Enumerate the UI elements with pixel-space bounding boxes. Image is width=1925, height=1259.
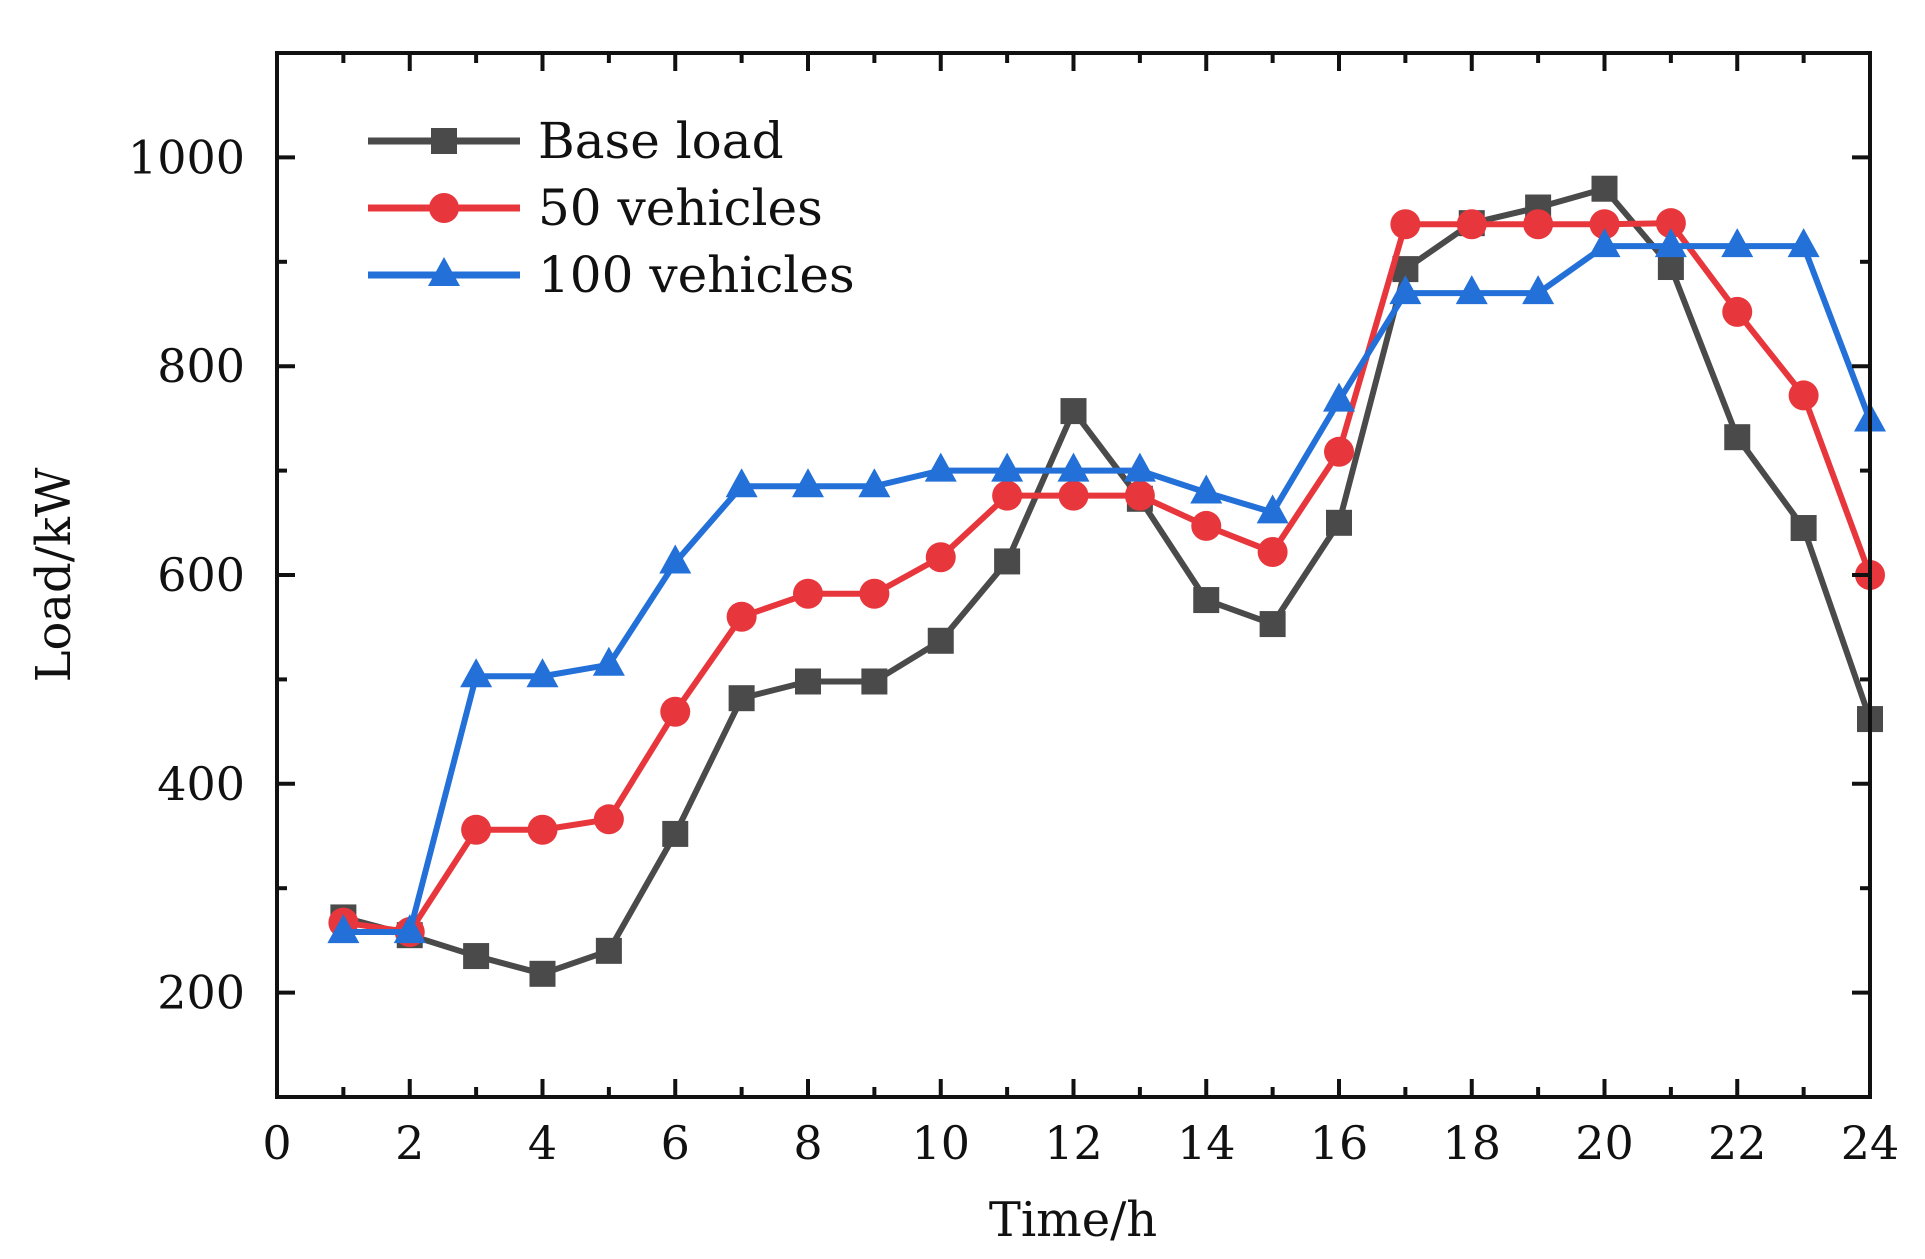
data-point [925, 542, 956, 573]
data-point [1790, 515, 1817, 542]
data-point [1057, 452, 1090, 482]
x-tick-label: 16 [1310, 1116, 1369, 1170]
x-tick-label: 10 [911, 1116, 970, 1170]
data-point [991, 452, 1024, 482]
x-tick-label: 22 [1708, 1116, 1767, 1170]
data-point [460, 658, 493, 688]
data-point [1657, 254, 1684, 281]
data-point [595, 937, 622, 964]
data-point [1190, 474, 1223, 504]
data-point [527, 814, 558, 845]
data-point [1191, 510, 1222, 541]
data-point [593, 804, 624, 835]
legend: Base load 50 vehicles 100 vehicles [368, 112, 855, 304]
data-point [1724, 424, 1751, 451]
data-point [592, 646, 625, 676]
data-point [861, 668, 888, 695]
data-point [858, 468, 891, 498]
data-point [1324, 436, 1354, 467]
series-layer [327, 175, 1886, 987]
data-point [1193, 587, 1220, 614]
x-tick-label: 2 [395, 1116, 424, 1170]
legend-label: 50 vehicles [538, 179, 823, 237]
data-point [1323, 382, 1355, 412]
y-tick-label: 200 [157, 966, 245, 1020]
data-point [1655, 208, 1686, 239]
data-point [1456, 209, 1487, 240]
x-tick-label: 8 [793, 1116, 822, 1170]
data-point [1390, 209, 1421, 240]
data-point [728, 685, 755, 712]
data-point [792, 468, 824, 498]
y-tick-label: 600 [157, 548, 245, 602]
legend-marker [429, 193, 459, 223]
data-point [660, 696, 691, 727]
x-axis-title: Time/h [989, 1192, 1157, 1248]
y-tick-label: 400 [157, 757, 245, 811]
x-tick-label: 20 [1575, 1116, 1634, 1170]
data-point [927, 627, 954, 654]
data-point [461, 814, 492, 845]
legend-item: 50 vehicles [368, 179, 823, 237]
legend-item: 100 vehicles [368, 246, 855, 304]
data-point [1259, 611, 1286, 638]
data-point [1654, 228, 1687, 258]
data-point [1523, 209, 1554, 240]
data-point [994, 548, 1021, 575]
x-tick-label: 0 [262, 1116, 291, 1170]
data-point [1722, 296, 1753, 327]
data-point [924, 452, 957, 482]
legend-label: Base load [538, 112, 784, 170]
data-point [859, 578, 890, 609]
x-tick-label: 18 [1442, 1116, 1501, 1170]
series-2 [327, 228, 1886, 944]
data-point [1721, 228, 1754, 258]
data-point [659, 544, 692, 574]
data-point [726, 601, 757, 632]
data-point [1058, 480, 1089, 511]
data-point [526, 658, 559, 688]
y-axis-title: Load/kW [26, 467, 82, 682]
data-point [1389, 275, 1422, 305]
data-point [1588, 228, 1621, 258]
data-point [1787, 228, 1820, 258]
data-point [1522, 275, 1555, 305]
data-point [1589, 209, 1620, 240]
legend-marker [431, 128, 457, 154]
y-tick-label: 1000 [128, 130, 245, 184]
x-tick-label: 6 [661, 1116, 690, 1170]
series-1 [328, 208, 1885, 948]
data-point [529, 960, 556, 987]
data-point [1788, 380, 1819, 411]
legend-marker [428, 257, 460, 287]
data-point [1326, 509, 1352, 536]
data-point [1123, 452, 1156, 482]
x-tick-label: 14 [1177, 1116, 1236, 1170]
data-point [393, 914, 426, 944]
data-point [1256, 494, 1289, 524]
data-point [1257, 537, 1288, 568]
x-tick-label: 24 [1841, 1116, 1900, 1170]
data-point [1060, 398, 1087, 425]
data-point [793, 578, 823, 609]
legend-item: Base load [368, 112, 784, 170]
data-point [1591, 175, 1618, 202]
x-tick-label: 12 [1044, 1116, 1103, 1170]
x-tick-label: 4 [528, 1116, 557, 1170]
legend-label: 100 vehicles [538, 246, 855, 304]
series-line [343, 243, 1873, 936]
data-point [1455, 275, 1488, 305]
data-point [463, 943, 490, 970]
data-point [795, 668, 821, 695]
data-point [992, 480, 1023, 511]
data-point [327, 914, 360, 944]
data-point [1124, 480, 1155, 511]
y-tick-label: 800 [157, 339, 245, 393]
data-point [725, 468, 758, 498]
data-point [662, 820, 689, 847]
